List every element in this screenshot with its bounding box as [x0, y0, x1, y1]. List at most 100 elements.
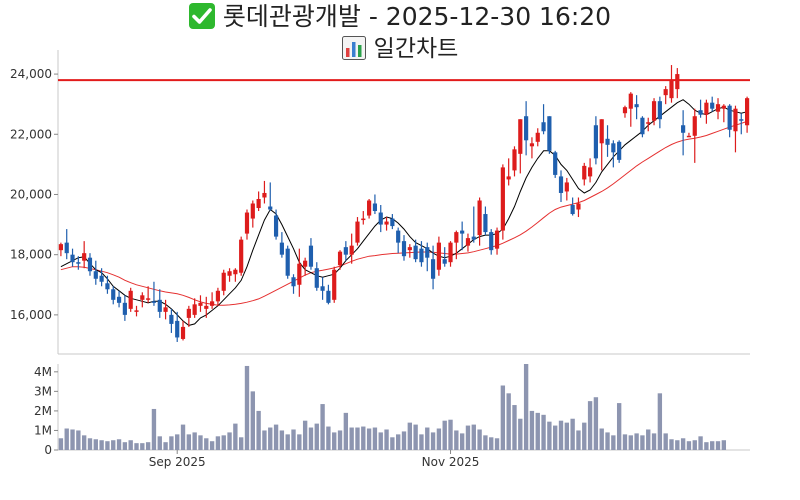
volume-bar — [105, 441, 110, 450]
candle-down — [390, 218, 395, 227]
volume-bar — [175, 434, 180, 450]
candle-down — [558, 176, 564, 193]
candle-down — [157, 299, 162, 312]
volume-bar — [413, 424, 418, 450]
candle-down — [326, 290, 331, 303]
volume-bar — [227, 432, 232, 450]
candle-up — [140, 295, 145, 300]
volume-bar — [582, 422, 587, 450]
volume-bar — [134, 443, 139, 450]
volume-bar — [314, 423, 319, 450]
volume-bar — [64, 428, 69, 450]
volume-bar — [238, 437, 244, 450]
volume-bar — [343, 412, 349, 450]
volume-bar — [401, 431, 407, 450]
candle-up — [628, 93, 633, 109]
candle-up — [128, 290, 133, 309]
volume-bar — [593, 397, 599, 450]
candle-down — [681, 125, 686, 133]
candle-up — [262, 192, 267, 198]
volume-bar — [529, 410, 535, 450]
candle-up — [82, 253, 87, 261]
candle-up — [239, 239, 244, 273]
candle-up — [663, 89, 668, 96]
candle-up — [204, 305, 209, 309]
price-y-tick-label: 16,000 — [10, 308, 52, 322]
volume-bar — [448, 419, 453, 450]
candle-up — [744, 98, 750, 126]
candle-down — [285, 248, 290, 276]
chart-title-block: 롯데관광개발 - 2025-12-30 16:20 일간차트 — [0, 0, 800, 64]
volume-bar — [407, 422, 412, 450]
candle-down — [151, 301, 157, 303]
volume-bar — [553, 425, 558, 450]
candle-down — [169, 314, 174, 324]
candle-up — [518, 119, 523, 154]
candle-down — [657, 101, 662, 120]
volume-bar — [471, 424, 476, 450]
volume-y-tick-label: 1M — [34, 423, 52, 437]
candle-down — [489, 232, 494, 251]
candle-up — [186, 308, 191, 318]
volume-bar — [576, 430, 581, 450]
price-y-tick-label: 24,000 — [10, 67, 52, 81]
candle-up — [146, 298, 151, 300]
volume-bar — [587, 401, 593, 450]
candle-down — [122, 302, 127, 315]
chart-subtitle: 일간차트 — [373, 36, 459, 62]
volume-bar — [570, 418, 575, 450]
volume-bar — [430, 432, 436, 450]
candle-up — [256, 198, 261, 209]
ma20-line — [60, 120, 748, 306]
candle-up — [512, 149, 517, 171]
volume-bar — [332, 432, 337, 450]
candle-down — [413, 245, 418, 260]
volume-bar — [500, 385, 506, 450]
volume-bar — [651, 433, 657, 450]
candle-down — [308, 245, 314, 267]
volume-bar — [145, 442, 151, 450]
candle-up — [535, 132, 540, 142]
volume-bar — [337, 430, 343, 450]
volume-bar — [523, 364, 529, 450]
candle-up — [436, 242, 441, 270]
candle-down — [460, 230, 465, 234]
candle-up — [198, 302, 203, 306]
candle-up — [163, 307, 168, 312]
volume-bar — [76, 430, 81, 450]
volume-bar — [599, 428, 604, 450]
candle-up — [250, 203, 255, 219]
candle-up — [58, 244, 64, 251]
title-line: 롯데관광개발 - 2025-12-30 16:20 — [0, 0, 800, 34]
volume-bar — [256, 410, 261, 450]
volume-y-tick-label: 4M — [34, 365, 52, 379]
chart-title: 롯데관광개발 - 2025-12-30 16:20 — [222, 2, 612, 31]
volume-bar — [262, 430, 267, 450]
candle-down — [483, 214, 488, 233]
volume-bar — [541, 414, 546, 450]
volume-bar — [489, 437, 494, 450]
candle-down — [471, 236, 476, 240]
candle-down — [570, 205, 575, 215]
volume-bar — [81, 435, 87, 450]
candle-down — [343, 247, 348, 255]
candle-down — [547, 116, 552, 151]
subtitle-line: 일간차트 — [0, 34, 800, 64]
price-y-tick-label: 20,000 — [10, 187, 52, 201]
candle-up — [692, 116, 697, 136]
candle-up — [367, 200, 372, 216]
volume-bar — [128, 440, 133, 450]
candle-down — [593, 125, 598, 159]
volume-bar — [99, 440, 104, 450]
volume-bar — [291, 429, 296, 450]
volume-bar — [698, 436, 703, 450]
candle-up — [361, 218, 366, 221]
volume-bar — [646, 429, 651, 450]
candle-down — [320, 286, 325, 291]
candle-up — [192, 304, 197, 315]
volume-bar — [169, 436, 174, 450]
volume-bar — [442, 420, 447, 450]
candle-up — [221, 272, 226, 291]
candle-up — [651, 101, 657, 121]
candle-up — [686, 135, 692, 138]
